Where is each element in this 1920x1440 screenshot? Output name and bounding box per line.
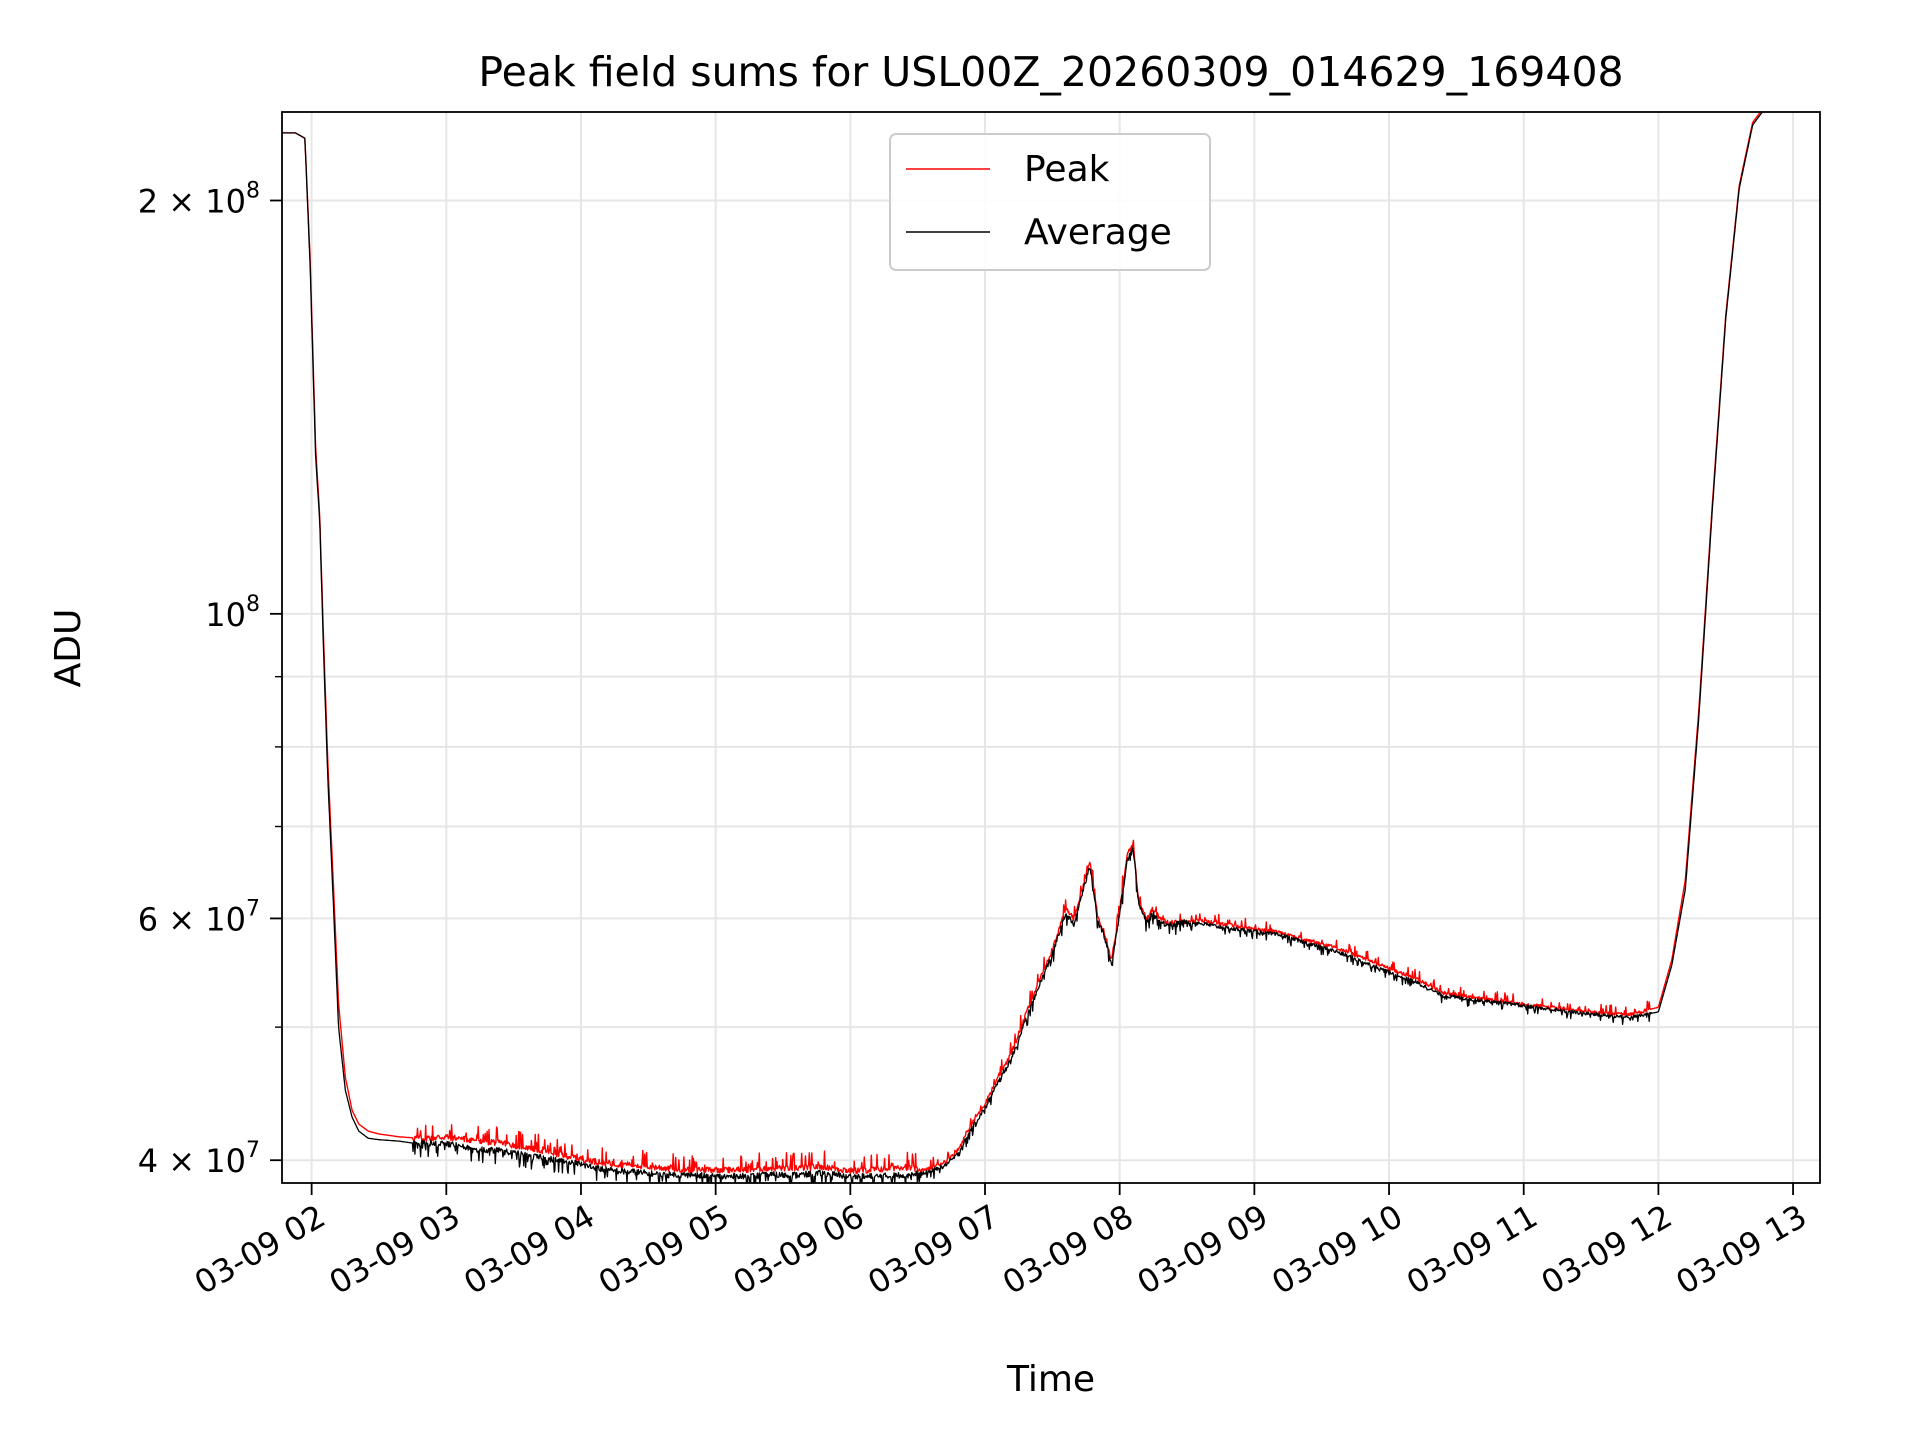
y-tick-label-exponent: 7 xyxy=(246,1138,260,1163)
legend-peak-label: Peak xyxy=(1024,149,1110,190)
legend: Peak Average xyxy=(889,133,1211,271)
series-layer xyxy=(282,112,1764,1183)
y-tick-label-base: 2 × 10 xyxy=(138,183,246,221)
y-tick-label-base: 4 × 10 xyxy=(138,1142,246,1180)
y-axis-label: ADU xyxy=(48,609,89,688)
y-tick-label-exponent: 8 xyxy=(246,179,260,204)
y-tick-label-exponent: 7 xyxy=(246,896,260,921)
series-line-peak xyxy=(282,112,1762,1175)
y-tick-label-base: 10 xyxy=(205,596,246,634)
y-tick-label: 6 × 107 xyxy=(138,896,260,938)
plot-frame xyxy=(281,111,1821,1184)
y-tick-label: 4 × 107 xyxy=(138,1138,260,1180)
series-line-average xyxy=(282,112,1764,1183)
y-tick-label-exponent: 8 xyxy=(246,592,260,617)
legend-box xyxy=(889,133,1211,271)
x-axis-label: Time xyxy=(1006,1359,1095,1400)
y-tick-label: 108 xyxy=(205,592,260,634)
y-tick-label: 2 × 108 xyxy=(138,179,260,221)
y-tick-label-base: 6 × 10 xyxy=(138,900,246,938)
chart-title: Peak field sums for USL00Z_20260309_0146… xyxy=(478,48,1623,96)
grid xyxy=(282,112,1820,1183)
legend-average-label: Average xyxy=(1024,212,1172,253)
